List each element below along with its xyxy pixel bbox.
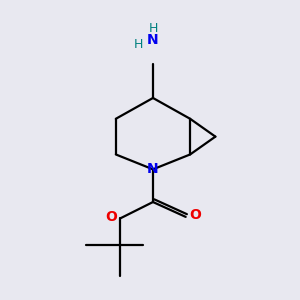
Text: H: H [148, 22, 158, 35]
Text: N: N [147, 162, 159, 176]
Text: H: H [134, 38, 143, 51]
Text: N: N [147, 33, 159, 47]
Text: O: O [105, 210, 117, 224]
Text: O: O [189, 208, 201, 222]
